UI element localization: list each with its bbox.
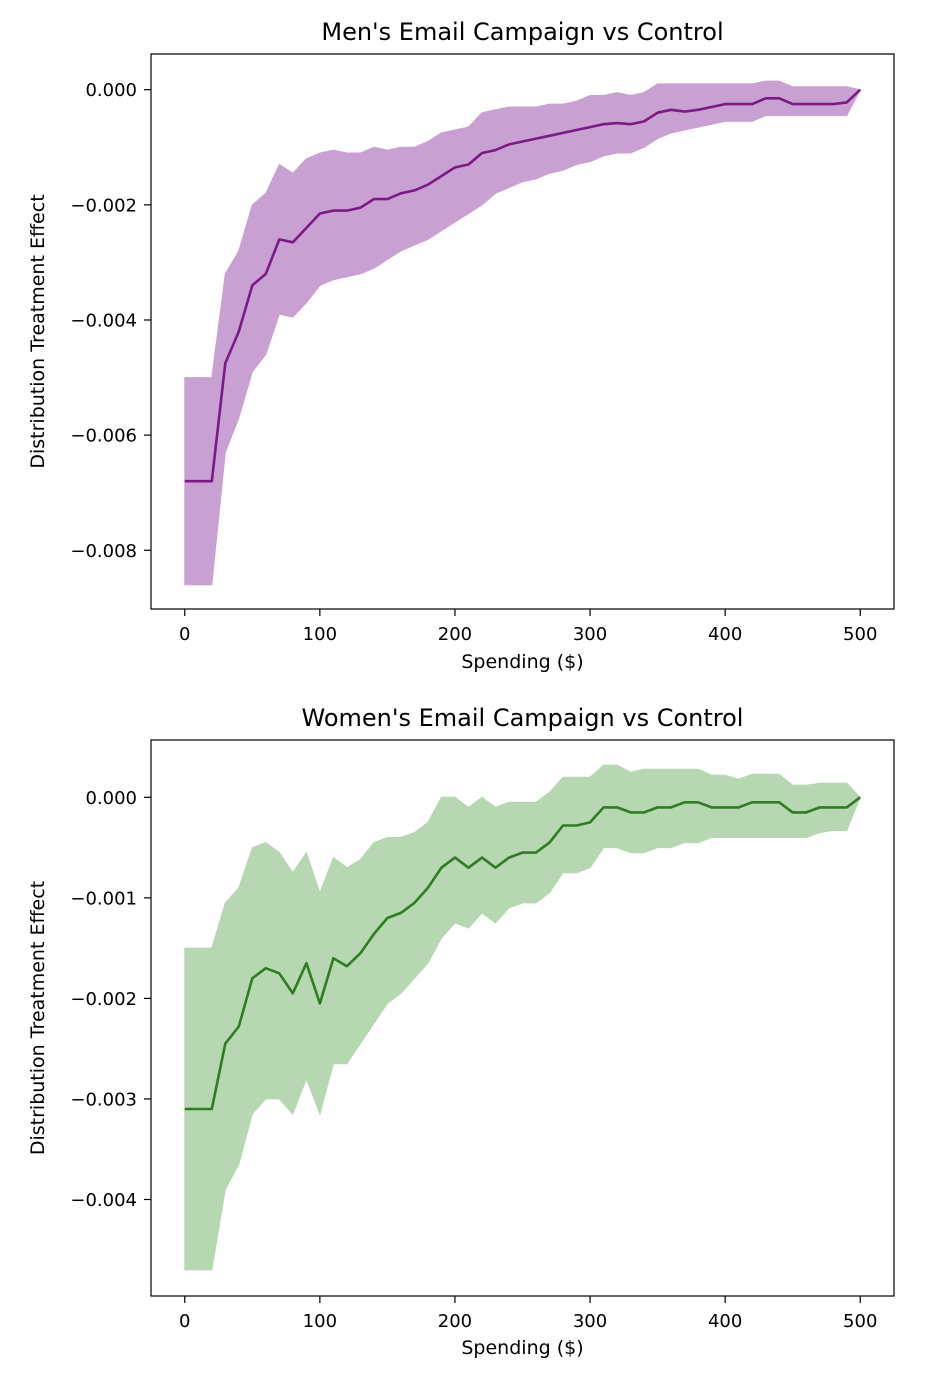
women-x-axis-label: Spending ($) — [461, 1337, 583, 1359]
women-y-tick-label: −0.002 — [70, 989, 137, 1010]
women-chart-title: Women's Email Campaign vs Control — [302, 704, 744, 732]
men-y-tick-label: −0.004 — [70, 310, 137, 331]
women-effect-line — [184, 796, 861, 1111]
men-x-tick-label: 500 — [843, 624, 877, 645]
women-x-tick-label: 500 — [843, 1311, 877, 1332]
women-chart: 0 100 200 300 400 500 0.000 −0.001 −0.002 −0.003 −… — [27, 704, 895, 1359]
men-effect-line — [184, 88, 862, 483]
women-x-tick-label: 300 — [573, 1311, 607, 1332]
men-x-axis-label: Spending ($) — [461, 651, 583, 673]
men-chart-title: Men's Email Campaign vs Control — [321, 18, 723, 46]
women-y-tick-label: −0.004 — [70, 1190, 137, 1211]
men-x-tick-label: 200 — [438, 624, 472, 645]
men-x-tick-label: 0 — [179, 624, 190, 645]
women-chart-panel: 0 100 200 300 400 500 0.000 −0.001 −0.002 −0.003 −… — [0, 686, 948, 1370]
men-y-tick-label: −0.008 — [70, 541, 137, 562]
women-x-tick-label: 400 — [708, 1311, 742, 1332]
women-plot-frame — [150, 739, 895, 1297]
women-confidence-band — [184, 764, 861, 1271]
women-y-tick-label: −0.003 — [70, 1089, 137, 1110]
women-x-tick-label: 0 — [179, 1311, 190, 1332]
men-chart-panel: 0 100 200 300 400 500 0.000 −0.002 −0.004 −0.006 −… — [0, 0, 948, 686]
men-y-tick-label: 0.000 — [85, 80, 137, 101]
men-x-tick-label: 400 — [708, 624, 742, 645]
women-y-tick-label: −0.001 — [70, 888, 137, 909]
men-plot-frame — [150, 53, 895, 610]
men-y-tick-label: −0.006 — [70, 426, 137, 447]
women-y-axis-label: Distribution Treatment Effect — [27, 881, 49, 1155]
men-x-tick-label: 300 — [573, 624, 607, 645]
men-y-tick-label: −0.002 — [70, 195, 137, 216]
women-x-tick-label: 100 — [303, 1311, 337, 1332]
women-x-tick-label: 200 — [438, 1311, 472, 1332]
men-x-tick-label: 100 — [303, 624, 337, 645]
men-chart: 0 100 200 300 400 500 0.000 −0.002 −0.004 −0.006 −… — [27, 18, 895, 673]
women-y-tick-label: 0.000 — [85, 788, 137, 809]
men-confidence-band — [184, 80, 861, 586]
men-y-axis-label: Distribution Treatment Effect — [27, 194, 49, 468]
